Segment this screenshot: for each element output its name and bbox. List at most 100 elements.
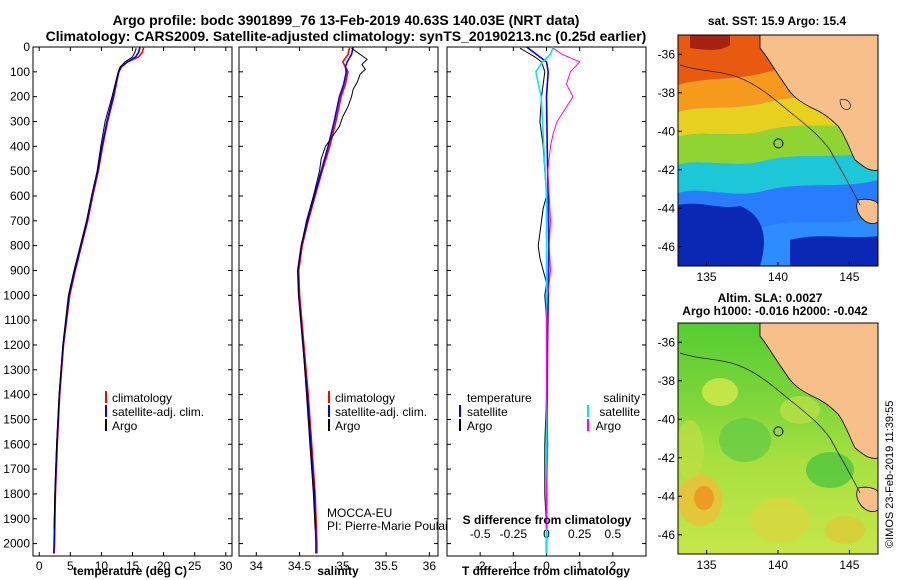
s-tick-label: 0.25	[568, 527, 592, 541]
x-tick-label: 36	[423, 559, 437, 573]
series-s-satellite-line	[535, 47, 554, 554]
depth-tick-label: 1400	[3, 388, 30, 402]
legend-label-t-argo: Argo	[467, 419, 493, 433]
sst-map-axes: 135 140 145 -36 -38 -40 -42 -44 -46	[658, 47, 860, 284]
salinity-legend: climatology satellite-adj. clim. Argo	[328, 391, 427, 433]
depth-tick-label: 700	[10, 214, 30, 228]
s-difference-label: S difference from climatology	[463, 513, 632, 527]
legend-label-argo: Argo	[335, 419, 361, 433]
depth-tick-label: 1300	[3, 363, 30, 377]
salinity-panel: 34 34.5 35 35.5 36 salinity climatology sate…	[238, 46, 454, 578]
x-tick-label: 1	[576, 559, 583, 573]
series-argo-line	[297, 47, 368, 529]
depth-tick-label: 800	[10, 239, 30, 253]
sst-map-image	[678, 35, 878, 266]
australia-land	[759, 35, 878, 171]
depth-tick-label: 100	[10, 65, 30, 79]
map-lat-label: -46	[658, 528, 676, 542]
x-tick-label: 5	[67, 559, 74, 573]
depth-tick-label: 1900	[3, 512, 30, 526]
depth-tick-label: 600	[10, 189, 30, 203]
float-project-annotation: MOCCA-EU	[327, 506, 392, 520]
depth-tick-label: 0	[23, 40, 30, 54]
legend-title-temperature: temperature	[467, 391, 532, 405]
x-tick-label: 25	[188, 559, 202, 573]
s-tick-label: -0.25	[500, 527, 528, 541]
depth-tick-label: 1700	[3, 462, 30, 476]
depth-tick-label: 900	[10, 263, 30, 277]
map-lat-label: -44	[658, 489, 676, 503]
legend-label-t-satellite: satellite	[467, 405, 508, 419]
map-lat-label: -46	[658, 240, 676, 254]
sla-map-panel: Altim. SLA: 0.0027 Argo h1000: -0.016 h2…	[658, 291, 879, 572]
depth-tick-label: 1500	[3, 412, 30, 426]
salinity-plot-frame	[238, 46, 439, 557]
depth-tick-label: 2000	[3, 537, 30, 551]
map-lon-label: 145	[839, 270, 859, 284]
legend-label-satellite: satellite-adj. clim.	[112, 405, 204, 419]
t-difference-x-axis: -2 -1 0 1 2	[475, 47, 616, 573]
map-lat-label: -36	[658, 47, 676, 61]
sla-map-title-line2: Argo h1000: -0.016 h2000: -0.042	[682, 304, 868, 318]
depth-tick-label: 1800	[3, 487, 30, 501]
x-tick-label: 2	[609, 559, 616, 573]
difference-panel: -2 -1 0 1 2 -0.5 -0.25 0 0.25 0.5 S difference f…	[446, 46, 647, 578]
map-lat-label: -40	[658, 124, 676, 138]
depth-tick-label: 300	[10, 114, 30, 128]
sst-map-title: sat. SST: 15.9 Argo: 15.4	[708, 14, 847, 28]
argo-location-marker	[773, 138, 784, 149]
float-pi-annotation: PI: Pierre-Marie Poulain	[327, 519, 454, 533]
argo-location-marker	[773, 426, 784, 437]
legend-label-s-satellite: satellite	[599, 405, 640, 419]
series-s-argo-line	[546, 47, 581, 529]
depth-tick-label: 200	[10, 90, 30, 104]
salinity-x-axis: 34 34.5 35 35.5 36	[250, 47, 437, 573]
temperature-xlabel: temperature (deg C)	[73, 564, 187, 578]
map-lat-label: -44	[658, 201, 676, 215]
depth-tick-label: 1100	[4, 313, 30, 327]
legend-label-argo: Argo	[112, 419, 138, 433]
temperature-panel: 0100200300400500600700800900100011001200…	[3, 40, 232, 578]
temperature-x-axis: 0 5 10 15 20 25 30	[36, 47, 233, 573]
map-lat-label: -42	[658, 451, 676, 465]
map-lat-label: -36	[658, 335, 676, 349]
figure-title-line2: Climatology: CARS2009. Satellite-adjuste…	[46, 28, 647, 44]
temperature-legend: climatology satellite-adj. clim. Argo	[105, 391, 204, 433]
depth-axis: 0 100 200 300 400 500 600 700 800 900 1000 1100 1200…	[3, 40, 232, 551]
x-tick-label: 34.5	[288, 559, 312, 573]
series-satellite-adj-clim--line	[296, 47, 354, 554]
difference-depth-ticks	[447, 46, 646, 545]
s-tick-label: 0.5	[604, 527, 621, 541]
temperature-plot-frame	[32, 46, 233, 557]
x-tick-label: 30	[219, 559, 233, 573]
map-lat-label: -40	[658, 412, 676, 426]
salinity-xlabel: salinity	[317, 564, 359, 578]
figure-title-line1: Argo profile: bodc 3901899_76 13-Feb-201…	[113, 12, 580, 28]
x-tick-label: 35	[336, 559, 350, 573]
x-tick-label: 15	[126, 559, 140, 573]
depth-tick-label: 400	[10, 139, 30, 153]
salinity-series	[296, 47, 368, 554]
x-tick-label: 35.5	[374, 559, 398, 573]
legend-label-satellite: satellite-adj. clim.	[335, 405, 427, 419]
depth-tick-label: 1600	[3, 437, 30, 451]
x-tick-label: 0	[36, 559, 43, 573]
difference-legend: temperature satellite Argo salinity sate…	[459, 391, 640, 433]
sla-map-axes: 135 140 145 -36 -38 -40 -42 -44 -46	[658, 335, 860, 572]
map-lon-label: 140	[768, 558, 788, 572]
legend-label-climatology: climatology	[112, 391, 172, 405]
tasmania-land	[856, 198, 878, 224]
x-tick-label: 34	[250, 559, 264, 573]
salinity-depth-ticks	[239, 46, 438, 545]
temperature-series	[53, 47, 145, 554]
sla-map-image	[678, 323, 878, 554]
x-tick-label: 20	[157, 559, 171, 573]
s-tick-label: -0.5	[470, 527, 491, 541]
map-lon-label: 135	[697, 558, 717, 572]
x-tick-label: 10	[95, 559, 109, 573]
depth-tick-label: 1000	[3, 288, 30, 302]
legend-label-climatology: climatology	[335, 391, 395, 405]
legend-label-s-argo: Argo	[596, 419, 622, 433]
x-tick-label: -1	[508, 559, 519, 573]
